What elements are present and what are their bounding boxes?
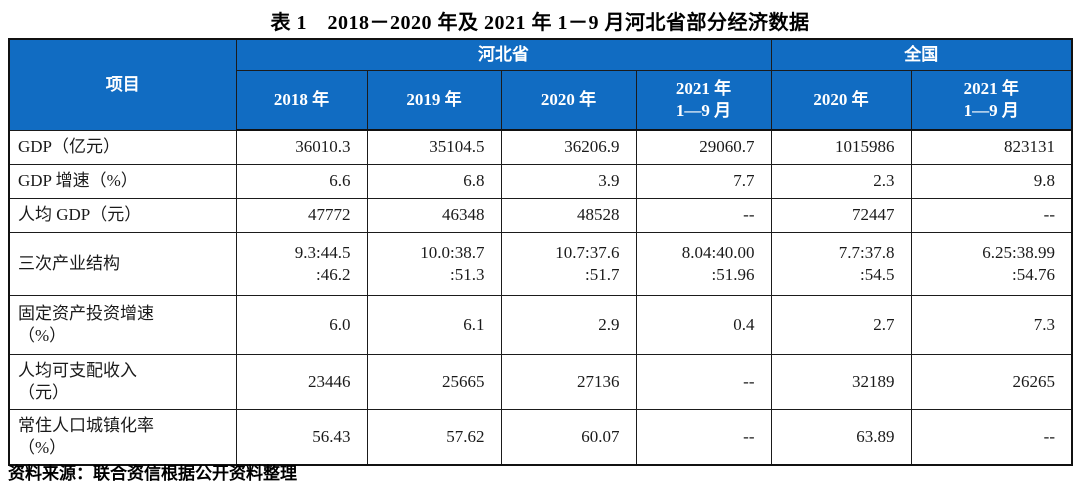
value-cell: 36010.3 (235, 129, 368, 165)
row-label-cell: GDP 增速（%） (8, 164, 237, 199)
value-cell: 9.8 (910, 164, 1073, 199)
value-cell: 29060.7 (635, 129, 772, 165)
value-cell: 10.7:37.6 :51.7 (500, 232, 637, 296)
value-cell: 32189 (770, 354, 912, 410)
value-cell: 0.4 (635, 295, 772, 355)
header-cell-year-hebei-2021: 2021 年 1—9 月 (635, 70, 772, 131)
row-label-cell: 常住人口城镇化率 （%） (8, 409, 237, 466)
economic-data-table: 项目 河北省 全国 2018 年 2019 年 2020 年 2021 年 1—… (8, 38, 1073, 466)
header-cell-year-hebei-2019: 2019 年 (366, 70, 502, 131)
value-cell: 823131 (910, 129, 1073, 165)
header-cell-year-national-2021: 2021 年 1—9 月 (910, 70, 1073, 131)
value-cell: 7.3 (910, 295, 1073, 355)
header-group-hebei: 河北省 (235, 38, 772, 71)
page-title: 表 1 2018－2020 年及 2021 年 1－9 月河北省部分经济数据 (270, 12, 810, 34)
value-cell: 46348 (366, 198, 502, 233)
value-cell: 48528 (500, 198, 637, 233)
value-cell: 3.9 (500, 164, 637, 199)
value-cell: -- (910, 409, 1073, 466)
value-cell: 6.0 (235, 295, 368, 355)
table-row: 三次产业结构 9.3:44.5 :46.2 10.0:38.7 :51.3 10.7:… (8, 232, 1073, 296)
value-cell: 1015986 (770, 129, 912, 165)
value-cell: 25665 (366, 354, 502, 410)
header-cell-year-national-2020: 2020 年 (770, 70, 912, 131)
value-cell: 57.62 (366, 409, 502, 466)
value-cell: 63.89 (770, 409, 912, 466)
value-cell: 36206.9 (500, 129, 637, 165)
value-cell: 23446 (235, 354, 368, 410)
value-cell: 60.07 (500, 409, 637, 466)
value-cell: 2.3 (770, 164, 912, 199)
header-years-row: 2018 年 2019 年 2020 年 2021 年 1—9 月 2020 年… (9, 70, 1073, 131)
table-row: 固定资产投资增速 （%） 6.0 6.1 2.9 0.4 2.7 7.3 (8, 295, 1073, 355)
header-group-national: 全国 (770, 38, 1073, 71)
value-cell: -- (910, 198, 1073, 233)
source-note: 资料来源：联合资信根据公开资料整理 (8, 464, 297, 483)
value-cell: 6.25:38.99 :54.76 (910, 232, 1073, 296)
table-row: 人均可支配收入 （元） 23446 25665 27136 -- 32189 26265 (8, 354, 1073, 410)
value-cell: 8.04:40.00 :51.96 (635, 232, 772, 296)
row-label-cell: 人均 GDP（元） (8, 198, 237, 233)
value-cell: 56.43 (235, 409, 368, 466)
value-cell: 35104.5 (366, 129, 502, 165)
value-cell: -- (635, 354, 772, 410)
value-cell: 27136 (500, 354, 637, 410)
table-header: 项目 河北省 全国 2018 年 2019 年 2020 年 2021 年 1—… (8, 38, 1073, 131)
value-cell: 6.6 (235, 164, 368, 199)
table-row: GDP 增速（%） 6.6 6.8 3.9 7.7 2.3 9.8 (8, 164, 1073, 199)
header-cell-project: 项目 (8, 38, 237, 131)
header-cell-year-hebei-2018: 2018 年 (235, 70, 368, 131)
value-cell: -- (635, 409, 772, 466)
value-cell: 7.7:37.8 :54.5 (770, 232, 912, 296)
value-cell: 2.7 (770, 295, 912, 355)
row-label-cell: 人均可支配收入 （元） (8, 354, 237, 410)
value-cell: 47772 (235, 198, 368, 233)
table-row: GDP（亿元） 36010.3 35104.5 36206.9 29060.7 10159… (8, 129, 1073, 165)
value-cell: 6.1 (366, 295, 502, 355)
value-cell: 10.0:38.7 :51.3 (366, 232, 502, 296)
value-cell: -- (635, 198, 772, 233)
value-cell: 7.7 (635, 164, 772, 199)
value-cell: 6.8 (366, 164, 502, 199)
value-cell: 26265 (910, 354, 1073, 410)
table-row: 人均 GDP（元） 47772 46348 48528 -- 72447 -- (8, 198, 1073, 233)
row-label-cell: 固定资产投资增速 （%） (8, 295, 237, 355)
header-group-row: 项目 河北省 全国 (8, 38, 1073, 131)
value-cell: 2.9 (500, 295, 637, 355)
table-row: 常住人口城镇化率 （%） 56.43 57.62 60.07 -- 63.89 -- (8, 409, 1073, 466)
header-cell-year-hebei-2020: 2020 年 (500, 70, 637, 131)
table-body: GDP（亿元） 36010.3 35104.5 36206.9 29060.7 10159… (8, 129, 1073, 466)
value-cell: 9.3:44.5 :46.2 (235, 232, 368, 296)
economic-data-table-container: 项目 河北省 全国 2018 年 2019 年 2020 年 2021 年 1—… (8, 38, 1073, 466)
row-label-cell: GDP（亿元） (8, 129, 237, 165)
value-cell: 72447 (770, 198, 912, 233)
row-label-cell: 三次产业结构 (8, 232, 237, 296)
